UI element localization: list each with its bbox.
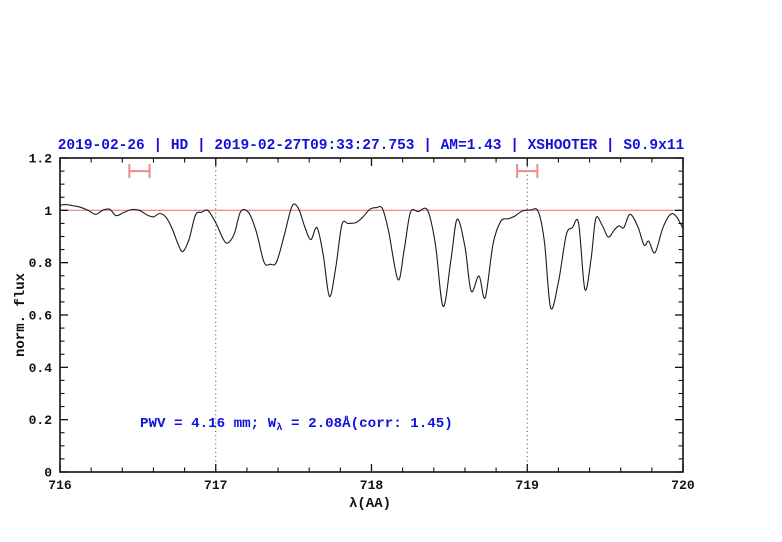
x-tick-label: 720 xyxy=(671,478,695,493)
pwv-annotation-suffix: = 2.08Å(corr: 1.45) xyxy=(283,415,453,432)
y-tick-label: 0.8 xyxy=(29,256,53,271)
y-tick-label: 0.4 xyxy=(29,361,53,376)
y-tick-label: 1.2 xyxy=(29,152,53,167)
x-tick-label: 717 xyxy=(204,478,227,493)
y-axis-label: norm. flux xyxy=(13,272,29,357)
x-axis-label: λ(AA) xyxy=(349,496,391,512)
chart-canvas: 716 717 718 719 720 0 0.2 0.4 0.6 0.8 1 1.2 xyxy=(29,152,695,494)
spectrum-line xyxy=(59,203,684,310)
pwv-annotation: PWV = 4.16 mm; Wλ = 2.08Å(corr: 1.45) xyxy=(140,415,453,434)
y-tick-label: 0.2 xyxy=(29,413,53,428)
x-tick-label: 719 xyxy=(516,478,540,493)
x-tick-label: 718 xyxy=(360,478,384,493)
chart-title: 2019-02-26 | HD | 2019-02-27T09:33:27.75… xyxy=(58,138,685,154)
lambda-subscript-icon: λ xyxy=(276,422,282,434)
pwv-annotation-prefix: PWV = 4.16 mm; W xyxy=(140,416,277,432)
y-tick-label: 0 xyxy=(44,466,52,481)
y-tick-label: 0.6 xyxy=(29,309,53,324)
x-tick-label: 716 xyxy=(48,478,72,493)
y-tick-label: 1 xyxy=(44,204,52,219)
